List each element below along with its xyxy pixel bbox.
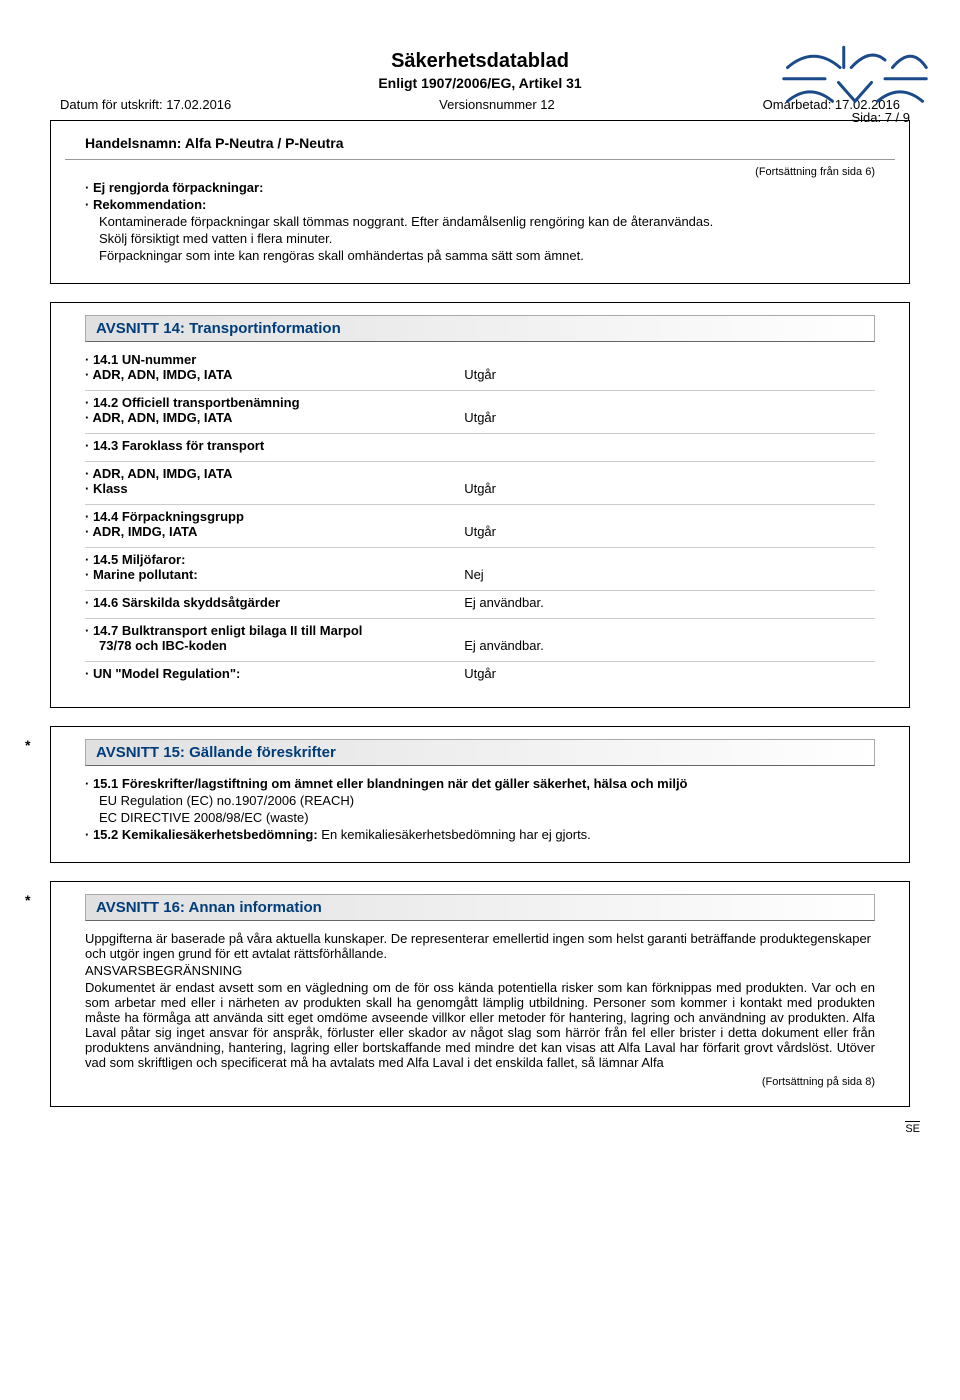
label-15-2: · 15.2 Kemikaliesäkerhetsbedömning: <box>85 827 318 842</box>
label-15-2-line: · 15.2 Kemikaliesäkerhetsbedömning: En k… <box>85 827 875 842</box>
text-waste: EC DIRECTIVE 2008/98/EC (waste) <box>99 810 875 825</box>
transport-row: Klass Utgår <box>85 481 875 496</box>
version-number: Versionsnummer 12 <box>439 97 555 112</box>
transport-value <box>464 509 875 524</box>
transport-label: Marine pollutant: <box>85 567 198 582</box>
transport-label: 14.2 Officiell transportbenämning <box>85 395 300 410</box>
transport-row: 73/78 och IBC-koden Ej användbar. <box>85 638 875 653</box>
transport-row: UN "Model Regulation": Utgår <box>85 666 875 681</box>
transport-label: UN "Model Regulation": <box>85 666 240 681</box>
divider <box>85 547 875 548</box>
section-box-packaging: Handelsnamn: Alfa P-Neutra / P-Neutra (F… <box>50 120 910 284</box>
transport-value <box>464 466 875 481</box>
text-16-p2: ANSVARSBEGRÄNSNING <box>85 963 875 978</box>
transport-label: ADR, ADN, IMDG, IATA <box>85 367 232 382</box>
transport-row: Marine pollutant: Nej <box>85 567 875 582</box>
transport-group: 14.6 Särskilda skyddsåtgärder Ej användba… <box>85 595 875 610</box>
transport-value <box>464 623 875 638</box>
divider <box>85 618 875 619</box>
continuation-from: (Fortsättning från sida 6) <box>65 166 895 180</box>
section-box-transport: AVSNITT 14: Transportinformation 14.1 UN… <box>50 302 910 708</box>
transport-value: Utgår <box>464 410 875 425</box>
transport-label: 14.3 Faroklass för transport <box>85 438 264 453</box>
divider <box>85 461 875 462</box>
text-p2: Skölj försiktigt med vatten i flera minu… <box>99 231 875 246</box>
transport-value <box>464 352 875 367</box>
page-header: Sida: 7 / 9 Säkerhetsdatablad Enligt 190… <box>50 50 910 112</box>
transport-group: UN "Model Regulation": Utgår <box>85 666 875 681</box>
transport-row: ADR, IMDG, IATA Utgår <box>85 524 875 539</box>
transport-value: Nej <box>464 567 875 582</box>
transport-label: 14.6 Särskilda skyddsåtgärder <box>85 595 280 610</box>
continuation-to: (Fortsättning på sida 8) <box>65 1072 895 1088</box>
transport-label: Klass <box>85 481 128 496</box>
text-p1: Kontaminerade förpackningar skall tömmas… <box>99 214 875 229</box>
transport-row: 14.5 Miljöfaror: <box>85 552 875 567</box>
divider <box>85 390 875 391</box>
transport-row: ADR, ADN, IMDG, IATA Utgår <box>85 367 875 382</box>
section-16-header: AVSNITT 16: Annan information <box>85 894 875 921</box>
transport-label: ADR, ADN, IMDG, IATA <box>85 410 232 425</box>
print-date: Datum för utskrift: 17.02.2016 <box>60 97 231 112</box>
transport-value: Utgår <box>464 481 875 496</box>
transport-group: 14.5 Miljöfaror:Marine pollutant: Nej <box>85 552 875 582</box>
transport-value: Ej användbar. <box>464 638 875 653</box>
divider <box>85 590 875 591</box>
text-15-2: En kemikaliesäkerhetsbedömning har ej gj… <box>318 827 591 842</box>
transport-row: ADR, ADN, IMDG, IATA Utgår <box>85 410 875 425</box>
product-name: Handelsnamn: Alfa P-Neutra / P-Neutra <box>65 133 895 159</box>
section-box-other-info: AVSNITT 16: Annan information Uppgiftern… <box>50 881 910 1107</box>
transport-value: Utgår <box>464 524 875 539</box>
section-15-header: AVSNITT 15: Gällande föreskrifter <box>85 739 875 766</box>
section-box-regulations: AVSNITT 15: Gällande föreskrifter 15.1 F… <box>50 726 910 863</box>
transport-row: 14.4 Förpackningsgrupp <box>85 509 875 524</box>
transport-value: Utgår <box>464 666 875 681</box>
transport-group: 14.3 Faroklass för transport <box>85 438 875 453</box>
text-16-p3: Dokumentet är endast avsett som en vägle… <box>85 980 875 1070</box>
transport-label: 14.7 Bulktransport enligt bilaga II till… <box>85 623 362 638</box>
transport-group: 14.1 UN-nummerADR, ADN, IMDG, IATA Utgår <box>85 352 875 382</box>
transport-row: ADR, ADN, IMDG, IATA <box>85 466 875 481</box>
transport-value: Utgår <box>464 367 875 382</box>
label-rekommendation: Rekommendation: <box>85 197 875 212</box>
label-15-1: 15.1 Föreskrifter/lagstiftning om ämnet … <box>85 776 875 791</box>
country-code: SE <box>50 1121 910 1135</box>
section-14-header: AVSNITT 14: Transportinformation <box>85 315 875 342</box>
transport-value <box>464 552 875 567</box>
text-reach: EU Regulation (EC) no.1907/2006 (REACH) <box>99 793 875 808</box>
text-p3: Förpackningar som inte kan rengöras skal… <box>99 248 875 263</box>
alfa-laval-logo <box>780 40 930 110</box>
transport-row: 14.2 Officiell transportbenämning <box>85 395 875 410</box>
transport-value: Ej användbar. <box>464 595 875 610</box>
transport-value <box>464 395 875 410</box>
label-ej-rengjorda: Ej rengjorda förpackningar: <box>85 180 875 195</box>
transport-row: 14.6 Särskilda skyddsåtgärder Ej användba… <box>85 595 875 610</box>
transport-row: 14.3 Faroklass för transport <box>85 438 875 453</box>
transport-group: 14.7 Bulktransport enligt bilaga II till… <box>85 623 875 653</box>
text-16-p1: Uppgifterna är baserade på våra aktuella… <box>85 931 875 961</box>
transport-label: 14.5 Miljöfaror: <box>85 552 185 567</box>
transport-row: 14.7 Bulktransport enligt bilaga II till… <box>85 623 875 638</box>
transport-label: ADR, ADN, IMDG, IATA <box>85 466 232 481</box>
divider <box>85 433 875 434</box>
transport-label: 14.4 Förpackningsgrupp <box>85 509 244 524</box>
divider <box>85 661 875 662</box>
divider <box>85 504 875 505</box>
transport-group: 14.2 Officiell transportbenämningADR, AD… <box>85 395 875 425</box>
transport-group: 14.4 FörpackningsgruppADR, IMDG, IATA Utg… <box>85 509 875 539</box>
transport-row: 14.1 UN-nummer <box>85 352 875 367</box>
transport-label: 73/78 och IBC-koden <box>85 638 227 653</box>
transport-value <box>464 438 875 453</box>
transport-label: 14.1 UN-nummer <box>85 352 196 367</box>
transport-group: ADR, ADN, IMDG, IATAKlass Utgår <box>85 466 875 496</box>
transport-label: ADR, IMDG, IATA <box>85 524 197 539</box>
